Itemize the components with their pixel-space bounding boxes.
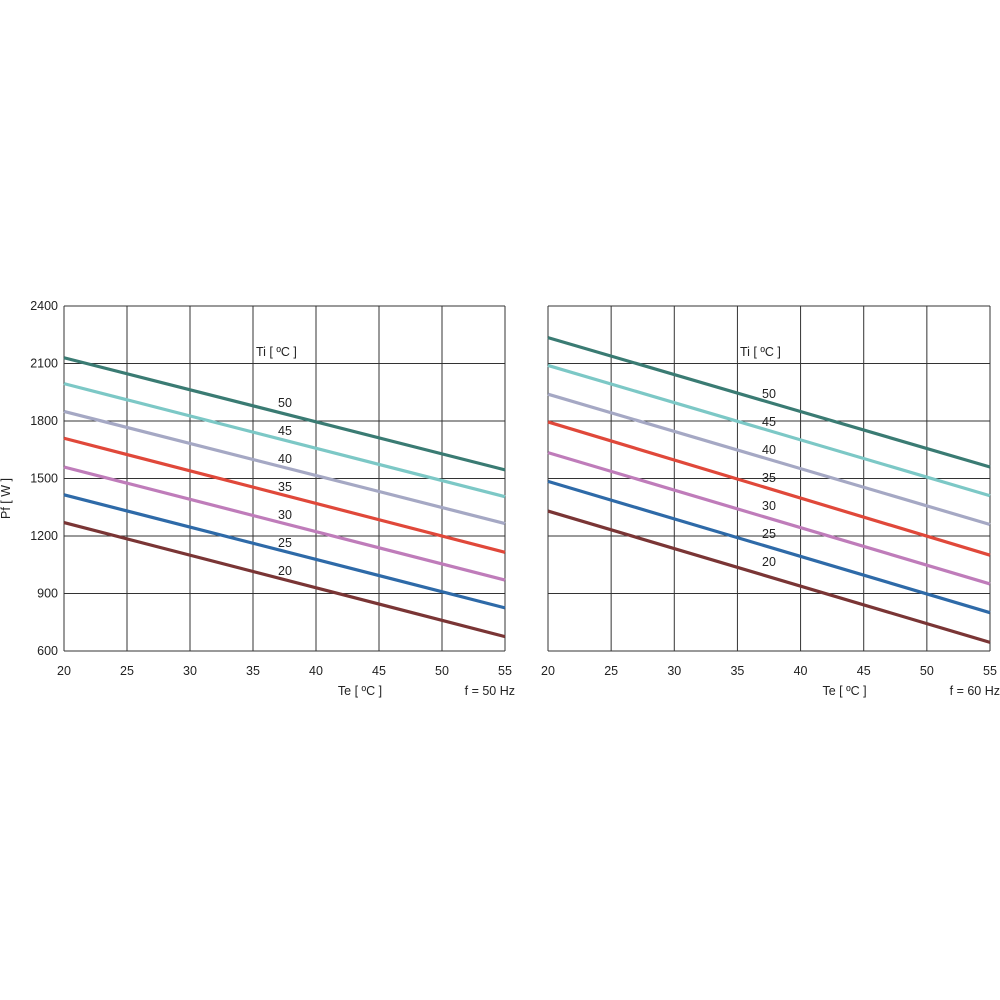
- legend-title: Ti [ ºC ]: [256, 345, 297, 359]
- series-line-ti-35: [547, 420, 991, 557]
- y-tick-label: 600: [37, 644, 58, 658]
- series-line-ti-40: [63, 409, 506, 526]
- x-tick-label: 50: [920, 664, 934, 678]
- y-tick-label: 1800: [30, 414, 58, 428]
- series-label-ti-50: 50: [762, 387, 776, 401]
- x-tick-label: 25: [120, 664, 134, 678]
- series-label-ti-40: 40: [278, 452, 292, 466]
- x-axis-label: Te [ ºC ]: [822, 684, 866, 698]
- legend-title: Ti [ ºC ]: [740, 345, 781, 359]
- y-tick-label: 1200: [30, 529, 58, 543]
- frequency-note: f = 60 Hz: [950, 684, 1000, 698]
- series-label-ti-30: 30: [278, 508, 292, 522]
- x-tick-label: 55: [498, 664, 512, 678]
- y-axis-label: Pf [ W ]: [0, 478, 13, 519]
- x-tick-label: 55: [983, 664, 997, 678]
- x-tick-label: 40: [794, 664, 808, 678]
- y-tick-label: 900: [37, 587, 58, 601]
- y-tick-label: 2400: [30, 299, 58, 313]
- x-tick-label: 30: [667, 664, 681, 678]
- chart-panel-60hz: 20 25 30 35 40 45 50 55 Ti [ ºC ] 50 45 40 35 30 25 20 T…: [541, 305, 1000, 698]
- chart-panel-50hz: 20 25 30 35 40 45 50 55 600 900 1200 1500 1800 2100 24…: [0, 299, 515, 698]
- series-line-ti-30: [547, 451, 991, 586]
- series-line-ti-25: [63, 493, 506, 610]
- x-tick-label: 40: [309, 664, 323, 678]
- series-line-ti-45: [63, 382, 506, 499]
- series-label-ti-35: 35: [278, 480, 292, 494]
- series-label-ti-25: 25: [762, 527, 776, 541]
- y-tick-label: 1500: [30, 472, 58, 486]
- x-axis-label: Te [ ºC ]: [338, 684, 382, 698]
- x-tick-label: 35: [246, 664, 260, 678]
- x-tick-label: 20: [57, 664, 71, 678]
- series-line-ti-20: [547, 509, 991, 644]
- series-line-ti-20: [63, 521, 506, 639]
- series-line-ti-30: [63, 465, 506, 582]
- series-line-ti-50: [63, 356, 506, 472]
- series-label-ti-20: 20: [762, 555, 776, 569]
- frequency-note: f = 50 Hz: [465, 684, 515, 698]
- series-line-ti-50: [547, 336, 991, 469]
- series-label-ti-35: 35: [762, 471, 776, 485]
- x-tick-label: 45: [372, 664, 386, 678]
- series-label-ti-25: 25: [278, 536, 292, 550]
- x-tick-label: 45: [857, 664, 871, 678]
- series-line-ti-25: [547, 479, 991, 615]
- series-label-ti-20: 20: [278, 564, 292, 578]
- series-label-ti-40: 40: [762, 443, 776, 457]
- y-tick-label: 2100: [30, 357, 58, 371]
- series-label-ti-50: 50: [278, 396, 292, 410]
- series-line-ti-45: [547, 363, 991, 498]
- series-line-ti-40: [547, 392, 991, 527]
- x-tick-label: 50: [435, 664, 449, 678]
- x-tick-label: 25: [604, 664, 618, 678]
- series-line-ti-35: [63, 436, 506, 554]
- x-tick-label: 30: [183, 664, 197, 678]
- x-tick-label: 20: [541, 664, 555, 678]
- series-label-ti-45: 45: [762, 415, 776, 429]
- series-label-ti-45: 45: [278, 424, 292, 438]
- series-label-ti-30: 30: [762, 499, 776, 513]
- x-tick-label: 35: [730, 664, 744, 678]
